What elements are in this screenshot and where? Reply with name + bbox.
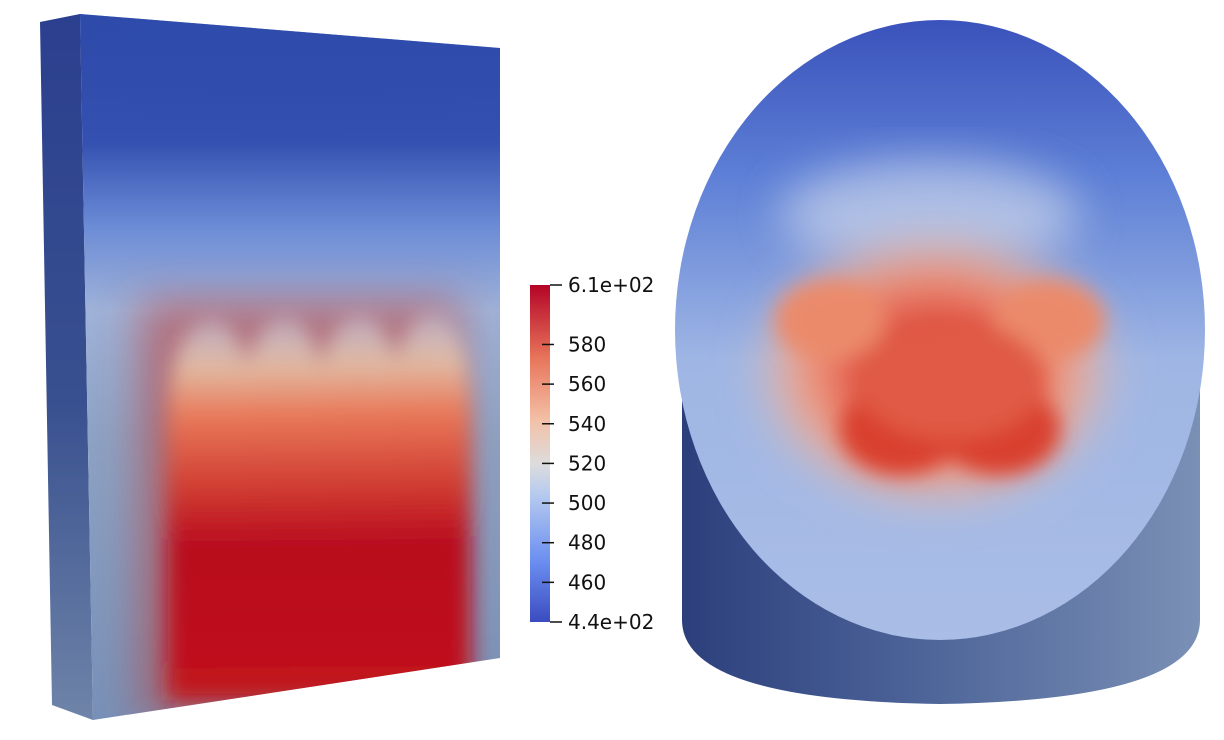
cylinder-model (675, 20, 1205, 704)
colorbar-tick-label-540: 540 (568, 412, 606, 436)
cap-heat-zone (750, 160, 1120, 510)
colorbar-scale (530, 285, 550, 622)
heat-stripe-1 (168, 320, 252, 700)
slab-heat-stripes (80, 14, 500, 720)
colorbar-tick-label-520: 520 (568, 451, 606, 475)
colorbar-min-label: 4.4e+02 (568, 610, 654, 634)
colorbar-tick-label-480: 480 (568, 531, 606, 555)
colorbar-tick-label-560: 560 (568, 372, 606, 396)
slab-side-face (40, 14, 93, 720)
heat-stripe-4 (392, 314, 470, 700)
colorbar-ticks: 580 560 540 520 500 480 460 (542, 332, 606, 594)
colorbar: 580 560 540 520 500 480 460 6.1e+02 4.4e+02 (530, 273, 654, 634)
colorbar-tick-label-500: 500 (568, 491, 606, 515)
heat-stripe-3 (318, 316, 400, 700)
colorbar-tick-label-580: 580 (568, 332, 606, 356)
colorbar-tick-label-460: 460 (568, 570, 606, 594)
colorbar-max-label: 6.1e+02 (568, 273, 654, 297)
heat-stripe-2 (243, 318, 325, 700)
slab-model (40, 14, 500, 720)
